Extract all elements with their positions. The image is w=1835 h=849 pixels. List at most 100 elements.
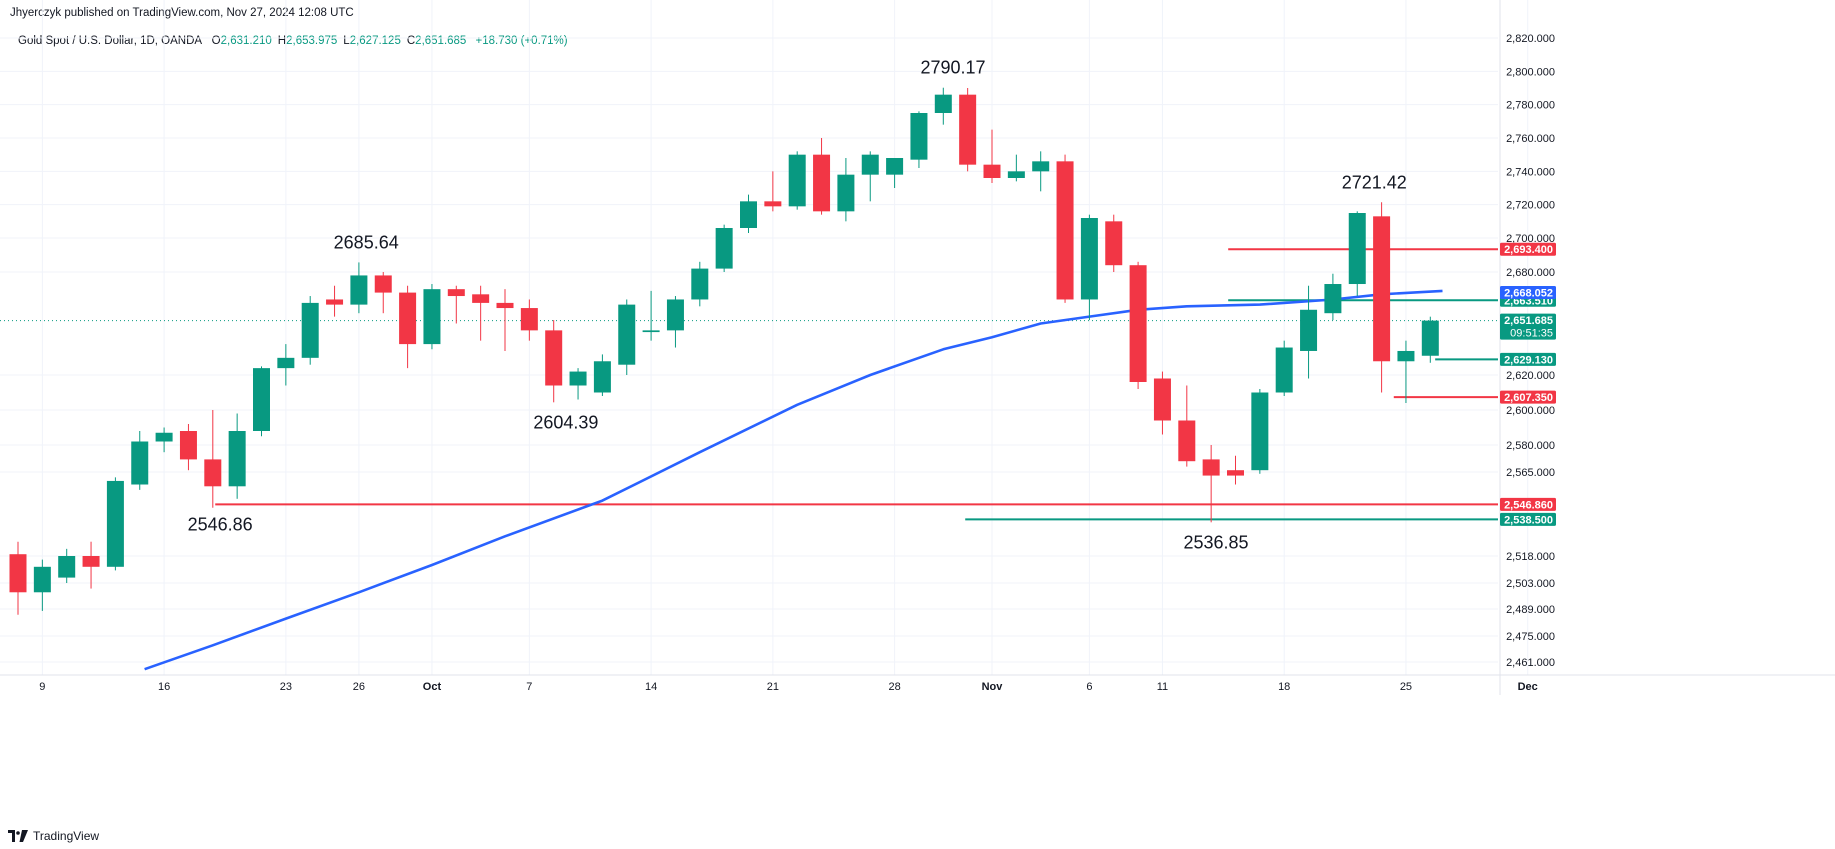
time-tick-label: 9 (39, 681, 45, 693)
price-badge-label: 2,546.860 (1504, 499, 1553, 511)
time-tick-label: 14 (645, 681, 657, 693)
annotation-label: 2790.17 (921, 58, 986, 78)
annotation-label: 2604.39 (533, 412, 598, 432)
candle (788, 151, 806, 210)
candle (691, 261, 709, 307)
candle (740, 194, 757, 233)
ohlc-key-h: H (277, 35, 287, 47)
candle (910, 111, 928, 168)
candle-body (155, 432, 173, 442)
candle (593, 354, 611, 396)
price-badge-label: 2,693.400 (1504, 244, 1553, 256)
candle-body (228, 431, 246, 487)
price-badge-bg (1500, 286, 1556, 300)
ohlc-key-l: L (343, 35, 350, 47)
time-tick-label: 23 (280, 681, 292, 693)
candle-body (1421, 320, 1439, 356)
price-badge: 2,693.400 (1500, 242, 1556, 256)
candle-body (253, 368, 270, 431)
candle-body (1202, 459, 1220, 476)
moving-average-line (144, 289, 1443, 671)
candle-body (837, 174, 855, 212)
candle (642, 290, 660, 341)
price-badge-label: 2,607.350 (1504, 392, 1553, 404)
candle (545, 320, 563, 403)
candle (33, 559, 51, 611)
candle (1397, 340, 1415, 403)
candle-body (715, 228, 733, 269)
candle (861, 151, 879, 202)
candles (9, 87, 1439, 615)
candle-body (666, 299, 684, 331)
candle-body (764, 201, 782, 207)
candle (204, 410, 222, 508)
candle-body (399, 292, 417, 345)
price-tick-label: 2,580.000 (1506, 440, 1555, 452)
annotation-label: 2536.85 (1183, 532, 1248, 552)
price-badge-bg (1500, 390, 1556, 404)
candle (618, 299, 636, 375)
candle-body (131, 441, 149, 485)
candle-body (472, 294, 490, 303)
price-badge-label: 2,651.685 (1504, 315, 1553, 327)
candle-body (1080, 218, 1098, 300)
candle (666, 296, 684, 348)
candle (983, 129, 1001, 183)
price-badge-bg (1500, 512, 1556, 526)
candle (1129, 261, 1147, 389)
candle-body (545, 330, 563, 386)
candle-body (740, 201, 757, 228)
candle (399, 285, 417, 369)
candle-body (423, 289, 441, 345)
ohlc-key-o: O (211, 35, 221, 47)
candle (1227, 455, 1244, 485)
price-tick-label: 2,720.000 (1506, 200, 1555, 212)
price-tick-label: 2,760.000 (1506, 133, 1555, 145)
time-tick-label: 25 (1400, 681, 1412, 693)
publisher-credit: Jhyerczyk published on TradingView.com, … (10, 7, 354, 19)
candle (1032, 151, 1050, 192)
candle (1178, 385, 1196, 467)
candle-body (33, 566, 51, 593)
price-axis: 2,820.000 2,800.000 2,780.000 2,760.000 2,74… (1500, 33, 1556, 669)
price-tick-label: 2,489.000 (1506, 604, 1555, 616)
time-tick-label: 21 (767, 681, 779, 693)
candle-body (861, 154, 879, 175)
candle (374, 272, 392, 314)
candle-body (642, 330, 660, 333)
candle (1275, 340, 1293, 396)
candle-body (1397, 350, 1415, 362)
candle (179, 424, 197, 471)
time-tick-label: 16 (158, 681, 170, 693)
candle-body (520, 308, 538, 331)
candle (106, 477, 124, 571)
price-badge-bg (1500, 313, 1556, 340)
candle-body (1348, 213, 1366, 285)
tradingview-logo[interactable]: TradingView (8, 829, 99, 843)
candle-body (58, 556, 76, 578)
candle (9, 541, 27, 615)
candle (82, 541, 100, 589)
candle (1421, 316, 1439, 363)
candle-body (301, 302, 319, 358)
candle (472, 285, 490, 341)
candle (886, 158, 904, 188)
candle-body (326, 299, 344, 305)
candle (520, 299, 538, 341)
candle (569, 368, 587, 400)
candle (715, 224, 733, 272)
price-badge-countdown: 09:51:35 (1510, 328, 1553, 340)
price-badge-bg (1500, 352, 1556, 366)
candle (326, 285, 344, 317)
candle (350, 262, 368, 314)
candle-body (1275, 347, 1293, 393)
time-tick-label: 26 (353, 681, 365, 693)
time-tick-label: 18 (1278, 681, 1290, 693)
candle-body (910, 113, 928, 160)
time-tick-label: 6 (1086, 681, 1092, 693)
candle (253, 366, 270, 437)
candle (447, 285, 465, 324)
candle (496, 289, 514, 351)
